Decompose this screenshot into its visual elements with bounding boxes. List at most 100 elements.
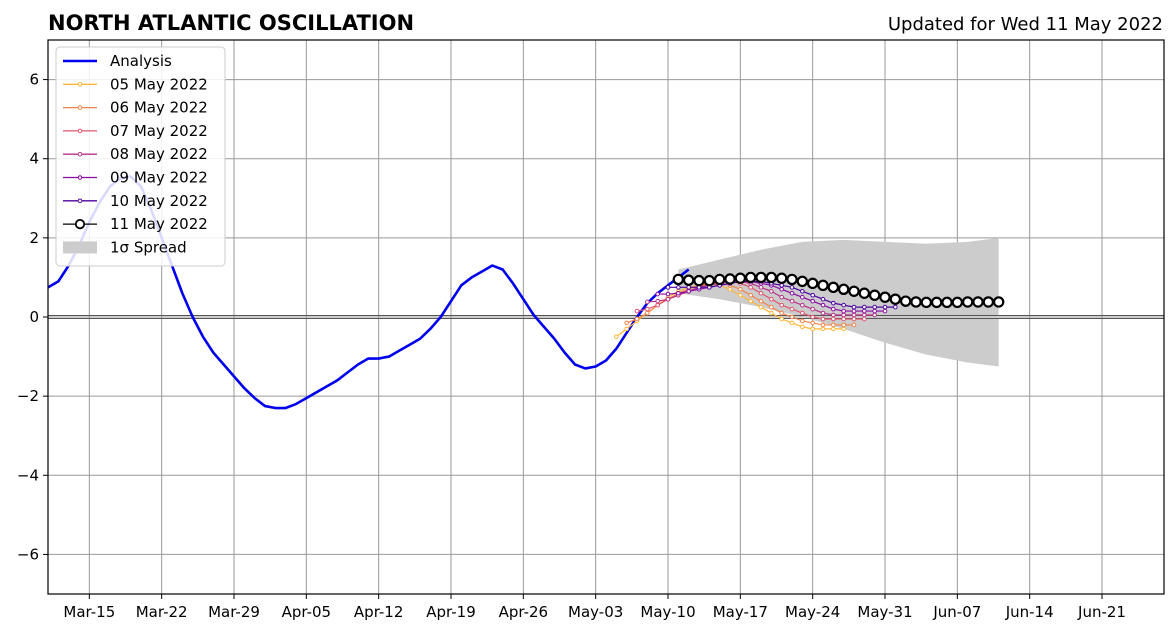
forecast-point [634, 316, 640, 322]
forecast-point [779, 310, 784, 316]
forecast-point [779, 316, 784, 322]
forecast-point [882, 304, 888, 310]
forecast-point [982, 296, 995, 308]
chart-title: NORTH ATLANTIC OSCILLATION [48, 11, 414, 35]
forecast-point [841, 308, 846, 314]
forecast-point [961, 296, 974, 308]
forecast-point [810, 314, 815, 320]
forecast-point [800, 294, 805, 300]
forecast-point [806, 277, 819, 290]
forecast-point [951, 296, 964, 309]
forecast-point [941, 296, 953, 309]
legend-marker [77, 198, 83, 204]
forecast-point [655, 302, 660, 308]
legend-item: 1σ Spread [63, 238, 187, 256]
y-axis: −6 −4 −2 0 2 4 6 [17, 71, 48, 563]
forecast-point [779, 294, 784, 300]
forecast-point [800, 288, 805, 294]
x-tick-label: Jun-14 [1005, 603, 1054, 621]
forecast-point [713, 273, 726, 286]
forecast-point [769, 304, 774, 310]
forecast-point [775, 272, 788, 284]
forecast-point [862, 316, 867, 322]
forecast-point [686, 288, 691, 294]
forecast-point [765, 271, 778, 284]
forecast-point [820, 322, 826, 328]
legend-marker [77, 105, 83, 110]
forecast-point [769, 288, 774, 294]
legend-marker [77, 82, 83, 87]
forecast-point [831, 300, 836, 306]
forecast-point [872, 304, 877, 310]
forecast-point [841, 302, 846, 308]
forecast-point [624, 320, 629, 326]
forecast-point [841, 316, 846, 322]
forecast-point [820, 302, 826, 308]
forecast-point [789, 290, 795, 296]
legend-marker [74, 219, 86, 230]
legend-item: 11 May 2022 [63, 215, 208, 233]
x-tick-label: May-17 [713, 603, 768, 621]
x-tick-label: May-10 [640, 603, 695, 621]
x-axis: Mar-15 Mar-22 Mar-29 Apr-05 Apr-12 Apr-19 Apr-… [63, 594, 1126, 621]
y-tick-label: −4 [17, 466, 39, 484]
forecast-point [758, 290, 764, 296]
x-tick-label: Mar-15 [63, 603, 115, 621]
forecast-point [831, 326, 836, 332]
legend-box [55, 46, 226, 267]
legend-item: 07 May 2022 [63, 122, 208, 140]
forecast-point [645, 306, 650, 312]
forecast-point [810, 326, 815, 332]
forecast-point [851, 322, 857, 328]
forecast-point [655, 291, 660, 297]
forecast-point [841, 326, 846, 332]
legend-label: 1σ Spread [110, 238, 187, 256]
forecast-point [851, 308, 857, 314]
forecast-point [748, 298, 753, 304]
legend-marker [77, 151, 83, 157]
x-tick-label: Mar-29 [208, 603, 260, 621]
forecast-point [796, 275, 809, 288]
forecast-series [614, 271, 1005, 340]
forecast-point [920, 296, 933, 309]
forecast-point [862, 304, 867, 310]
x-tick-label: May-31 [857, 603, 912, 621]
forecast-point [862, 308, 867, 314]
spread-area [678, 237, 999, 367]
forecast-point [872, 312, 877, 318]
spread-band [678, 237, 999, 367]
x-tick-label: Apr-26 [499, 603, 549, 621]
forecast-point [868, 289, 881, 301]
legend-label: 06 May 2022 [110, 99, 208, 117]
forecast-point [676, 290, 681, 296]
forecast-point [769, 310, 774, 316]
forecast-point [786, 273, 798, 286]
legend-label: 11 May 2022 [110, 215, 208, 233]
legend-item: 10 May 2022 [63, 192, 208, 210]
forecast-point [655, 298, 660, 304]
forecast-point [779, 302, 784, 308]
forecast-point [789, 285, 795, 290]
forecast-point [820, 296, 826, 302]
forecast-point [693, 274, 705, 287]
legend-item: 06 May 2022 [63, 99, 208, 117]
forecast-point [755, 271, 767, 284]
forecast-point [748, 285, 753, 290]
forecast-point [634, 308, 640, 314]
y-tick-label: −2 [17, 387, 39, 405]
forecast-point [831, 306, 836, 312]
forecast-point [893, 304, 898, 310]
legend-item: 09 May 2022 [63, 169, 208, 187]
legend-marker [77, 128, 83, 134]
legend-label: 09 May 2022 [110, 169, 208, 187]
x-tick-label: Apr-19 [426, 603, 476, 621]
forecast-point [682, 274, 695, 286]
forecast-point [800, 302, 805, 308]
forecast-point [862, 312, 867, 318]
forecast-point [837, 283, 850, 295]
legend-item: Analysis [63, 52, 172, 70]
forecast-point [614, 334, 619, 340]
y-tick-label: 0 [29, 308, 39, 326]
forecast-point [672, 273, 685, 286]
